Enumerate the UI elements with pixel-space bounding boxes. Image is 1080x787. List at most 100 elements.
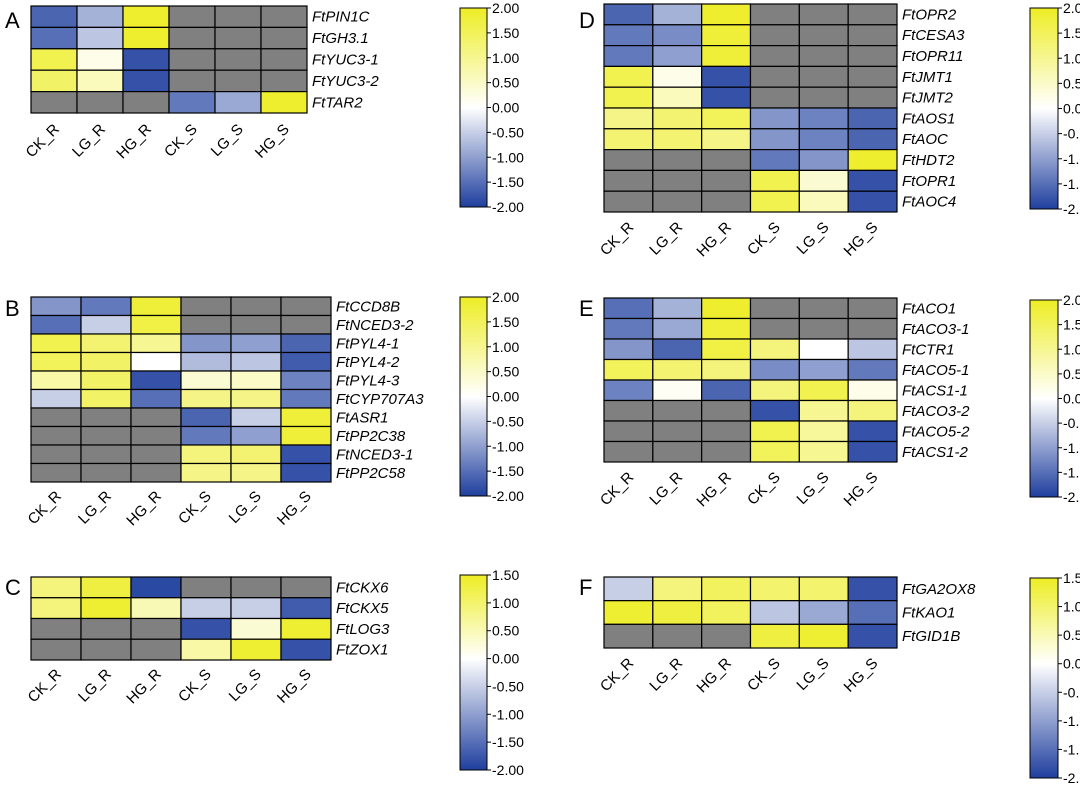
heatmap-cell	[260, 5, 308, 28]
colorbar-tick-label: -0.50	[492, 124, 524, 140]
heatmap-cell	[122, 5, 170, 28]
heatmap-cell	[798, 338, 849, 361]
heatmap-cell	[214, 90, 262, 114]
heatmap-cell	[798, 24, 849, 47]
heatmap-cell	[122, 48, 170, 71]
heatmap-cell	[80, 617, 132, 640]
colorbar-tick-label: -2.00	[1063, 201, 1080, 217]
heatmap-cell	[749, 317, 800, 340]
heatmap-cell	[180, 333, 232, 354]
heatmap-cell	[798, 379, 849, 402]
heatmap-cell	[652, 623, 703, 649]
heatmap-cell	[130, 576, 182, 599]
colorbar-tick-label: 0.00	[1063, 391, 1080, 407]
colorbar-tick-label: -1.50	[1063, 741, 1080, 757]
heatmap-cell	[749, 338, 800, 361]
heatmap-cell	[798, 576, 849, 602]
heatmap-cell	[749, 86, 800, 109]
heatmap-cell	[280, 296, 332, 317]
heatmap-cell	[798, 399, 849, 422]
gene-label: FtKAO1	[902, 605, 955, 622]
panel-letter: B	[5, 296, 20, 321]
heatmap-cell	[230, 617, 282, 640]
heatmap-cell	[701, 44, 752, 67]
heatmap-cell	[80, 425, 132, 446]
heatmap-cell	[749, 358, 800, 381]
heatmap-cell	[701, 576, 752, 602]
colorbar-tick-label: 0.50	[1063, 627, 1080, 643]
heatmap-cell	[230, 296, 282, 317]
heatmap-cell	[603, 86, 654, 109]
colorbar-tick-label: 0.00	[492, 389, 519, 405]
heatmap-cell	[749, 379, 800, 402]
gene-label: FtACO3-2	[902, 403, 970, 420]
colorbar-tick-label: -2.00	[492, 488, 524, 504]
panel-letter: F	[579, 575, 592, 600]
column-label: CK_S	[744, 469, 784, 509]
heatmap-cell	[180, 425, 232, 446]
heatmap-cell	[603, 623, 654, 649]
gene-label: FtPIN1C	[312, 9, 370, 26]
heatmap-cell	[80, 370, 132, 391]
heatmap-cell	[30, 333, 82, 354]
heatmap-cell	[80, 296, 132, 317]
column-label: HG_R	[113, 121, 155, 163]
heatmap-cell	[701, 24, 752, 47]
heatmap-cell	[130, 388, 182, 409]
heatmap-cell	[847, 623, 898, 649]
colorbar-tick-label: -1.50	[492, 734, 524, 750]
heatmap-cell	[130, 296, 182, 317]
heatmap-cell	[230, 370, 282, 391]
heatmap-cell	[230, 462, 282, 483]
heatmap-cell	[701, 128, 752, 151]
heatmap-cell	[180, 617, 232, 640]
heatmap-cell	[749, 297, 800, 320]
colorbar-tick-label: -1.50	[492, 174, 524, 190]
heatmap-cell	[847, 379, 898, 402]
heatmap-cell	[798, 297, 849, 320]
heatmap-cell	[652, 317, 703, 340]
heatmap-cell	[847, 190, 898, 213]
heatmap-cell	[130, 597, 182, 620]
heatmap-cell	[847, 65, 898, 88]
heatmap-cell	[603, 149, 654, 172]
heatmap-cell	[749, 440, 800, 463]
heatmap-cell	[30, 576, 82, 599]
column-label: CK_S	[175, 666, 215, 706]
colorbar-tick-label: 1.50	[1063, 570, 1080, 586]
gene-label: FtPYL4-1	[336, 335, 399, 352]
heatmap-cell	[280, 407, 332, 428]
heatmap-cell	[701, 399, 752, 422]
colorbar-tick-label: 1.50	[492, 25, 519, 41]
heatmap-cell	[260, 48, 308, 71]
gene-label: FtJMT1	[902, 69, 953, 86]
colorbar	[1029, 577, 1059, 779]
heatmap-cell	[749, 169, 800, 192]
heatmap-cell	[230, 597, 282, 620]
colorbar-tick-label: 1.50	[492, 567, 519, 583]
heatmap-cell	[847, 149, 898, 172]
colorbar-tick-label: -1.00	[492, 706, 524, 722]
heatmap-cell	[749, 24, 800, 47]
heatmap-cell	[749, 576, 800, 602]
colorbar-tick-label: -1.50	[492, 463, 524, 479]
gene-label: FtTAR2	[312, 94, 363, 111]
gene-label: FtACO5-2	[902, 423, 970, 440]
heatmap-cell	[603, 128, 654, 151]
gene-label: FtYUC3-1	[312, 52, 379, 69]
heatmap-cell	[130, 333, 182, 354]
heatmap-cell	[230, 314, 282, 335]
heatmap-cell	[701, 317, 752, 340]
heatmap-cell	[798, 107, 849, 130]
heatmap-cell	[701, 3, 752, 26]
gene-label: FtYUC3-2	[312, 73, 379, 90]
heatmap-cell	[603, 420, 654, 443]
colorbar-tick-label: 2.00	[1063, 0, 1080, 16]
gene-label: FtACS1-1	[902, 382, 968, 399]
heatmap-cell	[230, 351, 282, 372]
heatmap-cell	[214, 48, 262, 71]
gene-label: FtGA2OX8	[902, 581, 976, 598]
heatmap-cell	[30, 638, 82, 661]
heatmap-cell	[847, 44, 898, 67]
